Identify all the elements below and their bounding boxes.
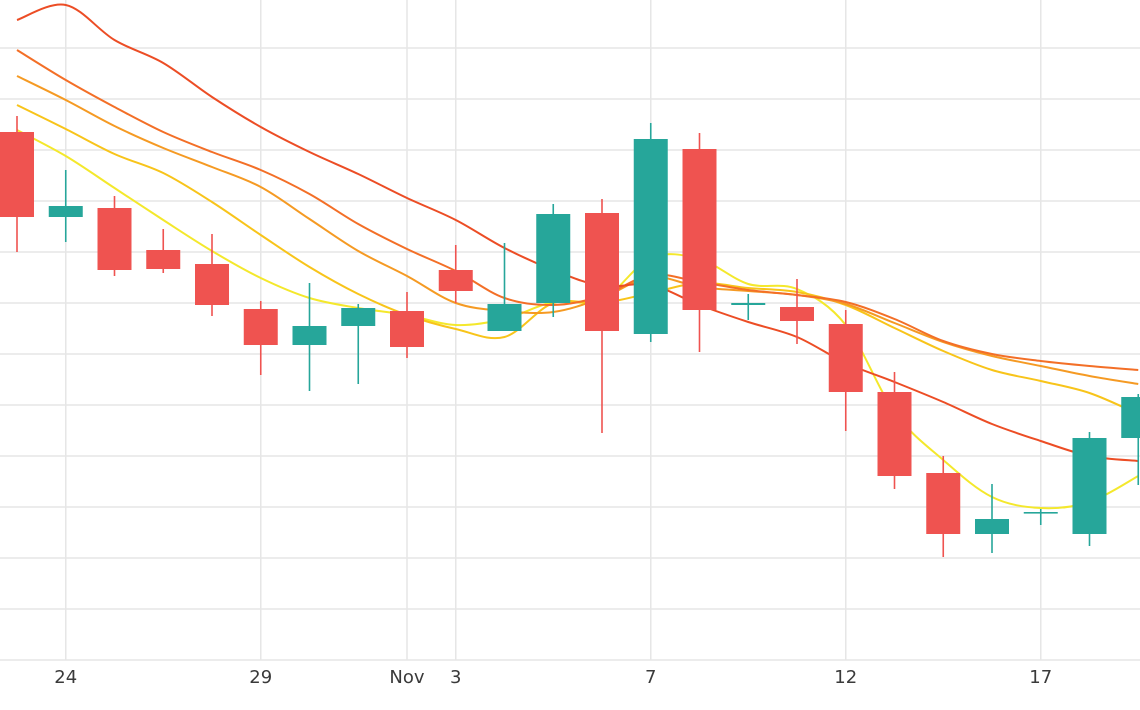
x-tick-label: 17 bbox=[1029, 667, 1052, 688]
candle bbox=[1121, 394, 1140, 485]
candle-body bbox=[195, 264, 229, 305]
candle bbox=[243, 301, 278, 375]
candle-body bbox=[341, 308, 376, 326]
candle-body bbox=[1072, 438, 1107, 534]
candle-body bbox=[243, 309, 278, 345]
candle-body bbox=[877, 392, 912, 476]
candle bbox=[780, 279, 814, 344]
candle bbox=[585, 199, 619, 433]
candle-body bbox=[390, 311, 424, 347]
moving-average-line-1 bbox=[16, 129, 1139, 510]
candle bbox=[877, 372, 912, 489]
candles bbox=[0, 116, 1140, 557]
candle bbox=[97, 196, 132, 276]
candle-body bbox=[146, 250, 181, 269]
candle-body bbox=[48, 206, 83, 217]
candle-body bbox=[438, 270, 473, 291]
candle bbox=[633, 123, 668, 342]
candle bbox=[1023, 509, 1058, 525]
grid-lines bbox=[0, 0, 1140, 661]
candle-body bbox=[585, 213, 619, 331]
candle bbox=[48, 170, 83, 242]
candle bbox=[731, 294, 766, 320]
candle-body bbox=[682, 149, 717, 310]
moving-average-line-3 bbox=[16, 75, 1139, 385]
candle bbox=[146, 229, 181, 273]
candle-body bbox=[780, 307, 814, 321]
candle bbox=[292, 283, 327, 391]
candle-body bbox=[1023, 512, 1058, 514]
candle-body bbox=[536, 214, 571, 303]
candle bbox=[195, 234, 229, 316]
candle bbox=[926, 456, 961, 557]
candle bbox=[682, 133, 717, 352]
candle bbox=[1072, 432, 1107, 546]
candle-body bbox=[731, 303, 766, 305]
x-tick-label: Nov bbox=[389, 667, 424, 688]
x-axis-ticks: 24 29 Nov 3 7 12 17 bbox=[54, 667, 1052, 688]
candle bbox=[390, 292, 424, 358]
candle-body bbox=[633, 139, 668, 334]
candle-body bbox=[975, 519, 1009, 534]
candle-body bbox=[1121, 397, 1140, 438]
x-tick-label: 29 bbox=[249, 667, 272, 688]
candle bbox=[828, 310, 863, 431]
candle bbox=[487, 243, 522, 331]
x-tick-label: 7 bbox=[645, 667, 656, 688]
x-tick-label: 24 bbox=[54, 667, 77, 688]
candle bbox=[975, 484, 1009, 553]
x-tick-label: 3 bbox=[450, 667, 461, 688]
x-tick-label: 12 bbox=[834, 667, 857, 688]
candle-body bbox=[292, 326, 327, 345]
candle bbox=[341, 304, 376, 384]
candle-body bbox=[487, 304, 522, 331]
candle-body bbox=[828, 324, 863, 392]
candle bbox=[438, 245, 473, 303]
candle-body bbox=[97, 208, 132, 270]
moving-average-line-5 bbox=[16, 3, 1139, 462]
candle-body bbox=[0, 132, 34, 217]
moving-average-line-2 bbox=[16, 104, 1139, 415]
moving-average-line-4 bbox=[16, 49, 1139, 371]
moving-average-lines bbox=[16, 3, 1139, 510]
candle-body bbox=[926, 473, 961, 534]
candle bbox=[0, 116, 34, 252]
candle bbox=[536, 204, 571, 317]
